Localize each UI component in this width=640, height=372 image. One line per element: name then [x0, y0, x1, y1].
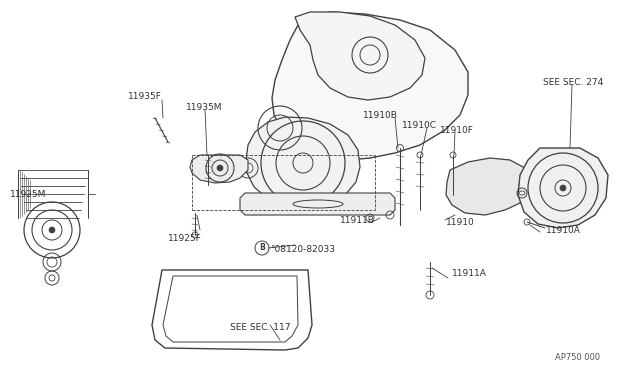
Polygon shape	[190, 155, 248, 183]
Text: AP750 000: AP750 000	[555, 353, 600, 362]
Polygon shape	[246, 117, 360, 206]
Polygon shape	[295, 12, 425, 100]
Polygon shape	[272, 12, 468, 160]
Text: 11925M: 11925M	[10, 189, 46, 199]
Text: 11935F: 11935F	[128, 92, 162, 100]
Text: 11910B: 11910B	[363, 110, 398, 119]
Polygon shape	[240, 193, 395, 215]
Text: 11911B: 11911B	[340, 215, 375, 224]
Text: 11911A: 11911A	[452, 269, 487, 279]
Text: °08120-82033: °08120-82033	[270, 246, 335, 254]
Text: 11910C: 11910C	[402, 121, 437, 129]
Text: 11910F: 11910F	[440, 125, 474, 135]
Circle shape	[49, 227, 55, 233]
Text: 11925F: 11925F	[168, 234, 202, 243]
Polygon shape	[446, 158, 530, 215]
Polygon shape	[518, 148, 608, 228]
Text: B: B	[259, 244, 265, 253]
Text: SEE SEC. 117: SEE SEC. 117	[230, 323, 291, 331]
Text: 11910: 11910	[446, 218, 475, 227]
Text: 11935M: 11935M	[186, 103, 223, 112]
Text: 11910A: 11910A	[546, 225, 581, 234]
Circle shape	[560, 185, 566, 191]
Text: SEE SEC. 274: SEE SEC. 274	[543, 77, 604, 87]
Circle shape	[217, 165, 223, 171]
